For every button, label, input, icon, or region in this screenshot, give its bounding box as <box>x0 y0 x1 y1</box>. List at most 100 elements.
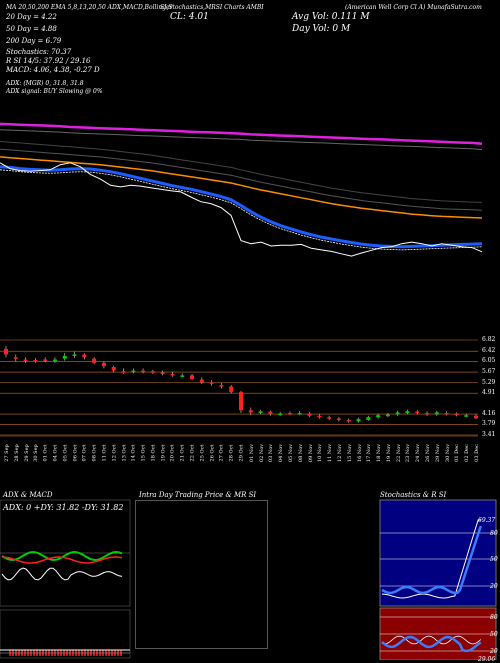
candle-body <box>209 382 214 384</box>
date-label: 26 Nov <box>425 443 432 463</box>
stochastics-value: Stochastics: 70.37 <box>6 48 72 56</box>
date-label: 22 Oct <box>189 444 196 462</box>
date-label: 23 Nov <box>405 443 412 463</box>
date-label: 24 Nov <box>415 443 422 463</box>
candle-body <box>464 415 469 417</box>
rsi-panel-bg <box>379 607 497 660</box>
main-chart <box>0 122 483 437</box>
date-label: 29 Sep <box>23 444 30 462</box>
date-label: 02 Dec <box>464 444 471 462</box>
date-label: 17 Nov <box>366 443 373 463</box>
candle-body <box>474 415 478 419</box>
date-label: 10 Nov <box>317 443 324 463</box>
candle-body <box>287 412 292 415</box>
date-label: 11 Nov <box>327 443 334 463</box>
date-label: 20 Oct <box>169 444 176 462</box>
date-label: 03 Dec <box>473 444 480 462</box>
rsi-line <box>381 635 482 653</box>
date-label: 27 Oct <box>218 444 225 462</box>
header-line-1b: SI,Stochastics,MRSI Charts AMBI <box>160 4 264 11</box>
ma-line-1 <box>0 156 483 219</box>
date-label: 04 Nov <box>278 443 285 463</box>
macd-panel-box <box>0 609 131 659</box>
date-label: 29 Nov <box>434 443 441 463</box>
candle-body <box>141 370 146 373</box>
date-label: 30 Sep <box>33 444 40 462</box>
stoch-axis-50: 50 <box>490 556 498 563</box>
candle-body <box>33 360 38 362</box>
ma50-value: 50 Day = 4.88 <box>6 25 57 33</box>
price-axis-label: 4.16 <box>482 410 496 418</box>
price-axis-label: 5.67 <box>482 368 496 376</box>
candle-body <box>190 375 195 380</box>
date-label: 08 Nov <box>297 443 304 463</box>
ma-line-0 <box>0 122 483 145</box>
date-label: 12 Oct <box>111 444 118 462</box>
date-label: 05 Nov <box>288 443 295 463</box>
ma20-value: 20 Day = 4.22 <box>6 13 57 21</box>
candle-body <box>101 362 106 367</box>
date-label: 16 Nov <box>356 443 363 463</box>
candle-body <box>297 412 302 415</box>
candle-body <box>43 359 48 362</box>
candle-body <box>425 412 430 415</box>
date-label: 18 Oct <box>150 444 157 462</box>
date-label: 04 Oct <box>52 444 59 462</box>
candle-body <box>356 419 361 422</box>
candle-body <box>248 410 253 413</box>
candle-body <box>444 412 449 415</box>
candle-body <box>454 413 459 416</box>
candle-body <box>376 415 381 418</box>
stoch-last-label: 69.37 <box>478 517 496 524</box>
adx-value: ADX: (MGR) 0, 31.8, 31.8 <box>6 80 84 87</box>
candle-body <box>72 354 77 356</box>
date-label: 01 Dec <box>454 444 461 462</box>
price-axis-label: 6.42 <box>482 347 496 355</box>
date-label: 27 Sep <box>3 444 10 462</box>
candle-body <box>121 371 126 373</box>
price-axis-label: 5.29 <box>482 378 496 386</box>
date-label: 07 Oct <box>81 444 88 462</box>
date-label: 01 Oct <box>42 444 49 462</box>
candle-body <box>23 359 28 362</box>
intraday-box <box>135 500 268 649</box>
candle-body <box>131 370 136 373</box>
close-price: CL: 4.01 <box>170 12 209 22</box>
candle-body <box>4 348 8 355</box>
stoch-k-line <box>381 519 481 599</box>
date-label: 28 Sep <box>13 444 20 462</box>
date-label: 15 Nov <box>346 443 353 463</box>
day-volume: Day Vol: 0 M <box>292 24 351 34</box>
date-label: 19 Oct <box>160 444 167 462</box>
candle-body <box>150 371 155 373</box>
candle-body <box>239 392 243 411</box>
rsi-value: R SI 14/5: 37.92 / 29.16 <box>6 57 91 65</box>
candle-body <box>317 415 322 418</box>
date-label: 02 Nov <box>258 443 265 463</box>
date-label: 11 Oct <box>101 444 108 462</box>
candle-body <box>434 412 439 415</box>
candle-body <box>180 375 185 377</box>
candle-body <box>415 411 420 414</box>
ma-line-2 <box>0 165 483 249</box>
date-label: 09 Nov <box>307 443 314 463</box>
candle-body <box>82 354 87 358</box>
date-label: 26 Oct <box>209 444 216 462</box>
candle-body <box>219 385 224 387</box>
date-label: 28 Oct <box>228 444 235 462</box>
rsi-axis-80: 80 <box>490 614 498 621</box>
candle-body <box>92 358 97 363</box>
date-label: 30 Nov <box>444 443 451 463</box>
avg-volume: Avg Vol: 0.111 M <box>292 12 370 22</box>
date-label: 13 Oct <box>120 444 127 462</box>
date-label: 15 Oct <box>140 444 147 462</box>
candle-body <box>268 411 273 415</box>
stoch-d-line <box>381 525 482 595</box>
rsi-axis-20: 20 <box>490 648 498 655</box>
macd-value: MACD: 4.06, 4.38, -0.27 D <box>6 66 100 74</box>
stoch-panel-title: Stochastics & R SI <box>380 491 447 499</box>
price-axis-label: 6.05 <box>482 357 496 365</box>
candle-body <box>170 373 175 376</box>
dmi-plus-line <box>1 550 123 562</box>
date-label: 21 Oct <box>179 444 186 462</box>
